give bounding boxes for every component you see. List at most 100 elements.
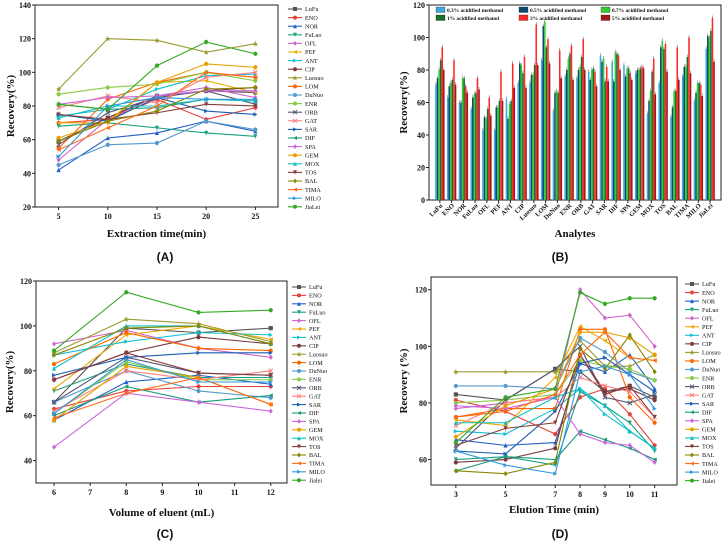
series-tima (56, 69, 258, 153)
bar (681, 76, 684, 200)
legend-marker (689, 392, 695, 398)
legend-marker (293, 41, 297, 46)
data-point (602, 394, 608, 400)
data-point (105, 135, 110, 141)
bar (701, 96, 704, 200)
legend-label: DIF (702, 409, 713, 416)
data-point-stroke (627, 389, 633, 395)
bar (558, 50, 561, 200)
legend-swatch (518, 14, 529, 21)
bar (529, 83, 531, 200)
data-point (56, 138, 61, 144)
legend-item: DuNuo (292, 368, 327, 375)
bar (498, 100, 501, 200)
data-point (503, 420, 508, 425)
data-point (503, 443, 508, 448)
series-milo (51, 356, 273, 417)
x-tick-label: 12 (267, 488, 275, 497)
data-point (252, 69, 258, 75)
panel-label: (C) (157, 527, 174, 541)
legend-marker (690, 324, 694, 329)
data-point (268, 350, 273, 355)
bar (533, 65, 536, 200)
legend-item: SAR (685, 401, 715, 408)
bar (537, 65, 539, 200)
y-tick-label: 80 (23, 102, 31, 111)
legend-item: GAT (292, 393, 321, 400)
legend-item: ANT (288, 58, 318, 65)
data-point (154, 87, 160, 92)
data-point (627, 296, 632, 301)
data-point (627, 420, 632, 425)
panel-label: (A) (157, 250, 174, 264)
bar (569, 53, 571, 200)
data-point (627, 372, 632, 377)
x-tick-label: 9 (603, 490, 607, 499)
bar (525, 87, 527, 200)
data-point (552, 369, 558, 375)
legend-marker (293, 93, 297, 97)
legend-item: JiaLei (288, 204, 320, 211)
legend-label: LuFu (702, 281, 715, 288)
legend-label: Luosuo (305, 75, 324, 82)
legend-marker (293, 84, 297, 89)
bar (651, 71, 653, 200)
data-point (453, 457, 458, 462)
bar (642, 68, 645, 200)
legend-item: CIP (288, 66, 315, 73)
bar (513, 87, 516, 200)
bar (614, 52, 617, 200)
legend-item: MILO (685, 469, 718, 476)
data-point (577, 346, 583, 352)
data-point-stroke (56, 142, 62, 148)
series-line (53, 370, 271, 412)
legend-item: ORB (292, 385, 322, 392)
bar (507, 118, 509, 200)
legend-marker (689, 384, 695, 389)
legend-swatch (435, 6, 446, 13)
data-point (453, 383, 458, 389)
data-point (652, 459, 657, 465)
bar (589, 79, 592, 200)
data-point (503, 463, 508, 468)
data-point (503, 403, 508, 408)
legend-marker (297, 343, 301, 348)
data-point (252, 40, 259, 47)
bar (470, 109, 472, 200)
bar (577, 70, 580, 200)
bar (476, 78, 479, 200)
data-point-stroke (552, 366, 558, 372)
data-point (51, 415, 57, 421)
data-point-stroke (602, 394, 608, 400)
legend-marker (690, 290, 694, 295)
bar (544, 21, 546, 200)
data-point (553, 446, 558, 451)
legend-item: ENR (288, 101, 318, 108)
y-tick-label: 100 (19, 68, 31, 77)
legend-marker (690, 435, 694, 440)
y-axis-label: Recovery (%) (398, 348, 410, 413)
legend-marker (690, 470, 694, 475)
data-point (154, 95, 160, 100)
legend-marker-stroke (292, 118, 298, 124)
legend-marker (293, 144, 297, 149)
legend-item: NOR (685, 298, 716, 305)
bar (634, 73, 637, 200)
legend-item: MOX (288, 161, 320, 168)
data-point (253, 88, 258, 94)
data-point (51, 411, 57, 416)
y-tick-label: 60 (23, 136, 31, 145)
bar (458, 102, 461, 200)
data-point (253, 51, 258, 56)
x-axis-label: Volume of eluent (mL) (109, 507, 215, 519)
data-point (124, 350, 129, 355)
legend-label: NOR (305, 23, 319, 30)
bar (511, 63, 514, 200)
bar (659, 47, 662, 200)
bar (517, 83, 519, 200)
bar (676, 47, 679, 200)
series-line (53, 318, 271, 354)
x-tick-label: 11 (651, 490, 659, 499)
data-point (56, 112, 61, 117)
legend-marker-stroke (296, 393, 302, 399)
